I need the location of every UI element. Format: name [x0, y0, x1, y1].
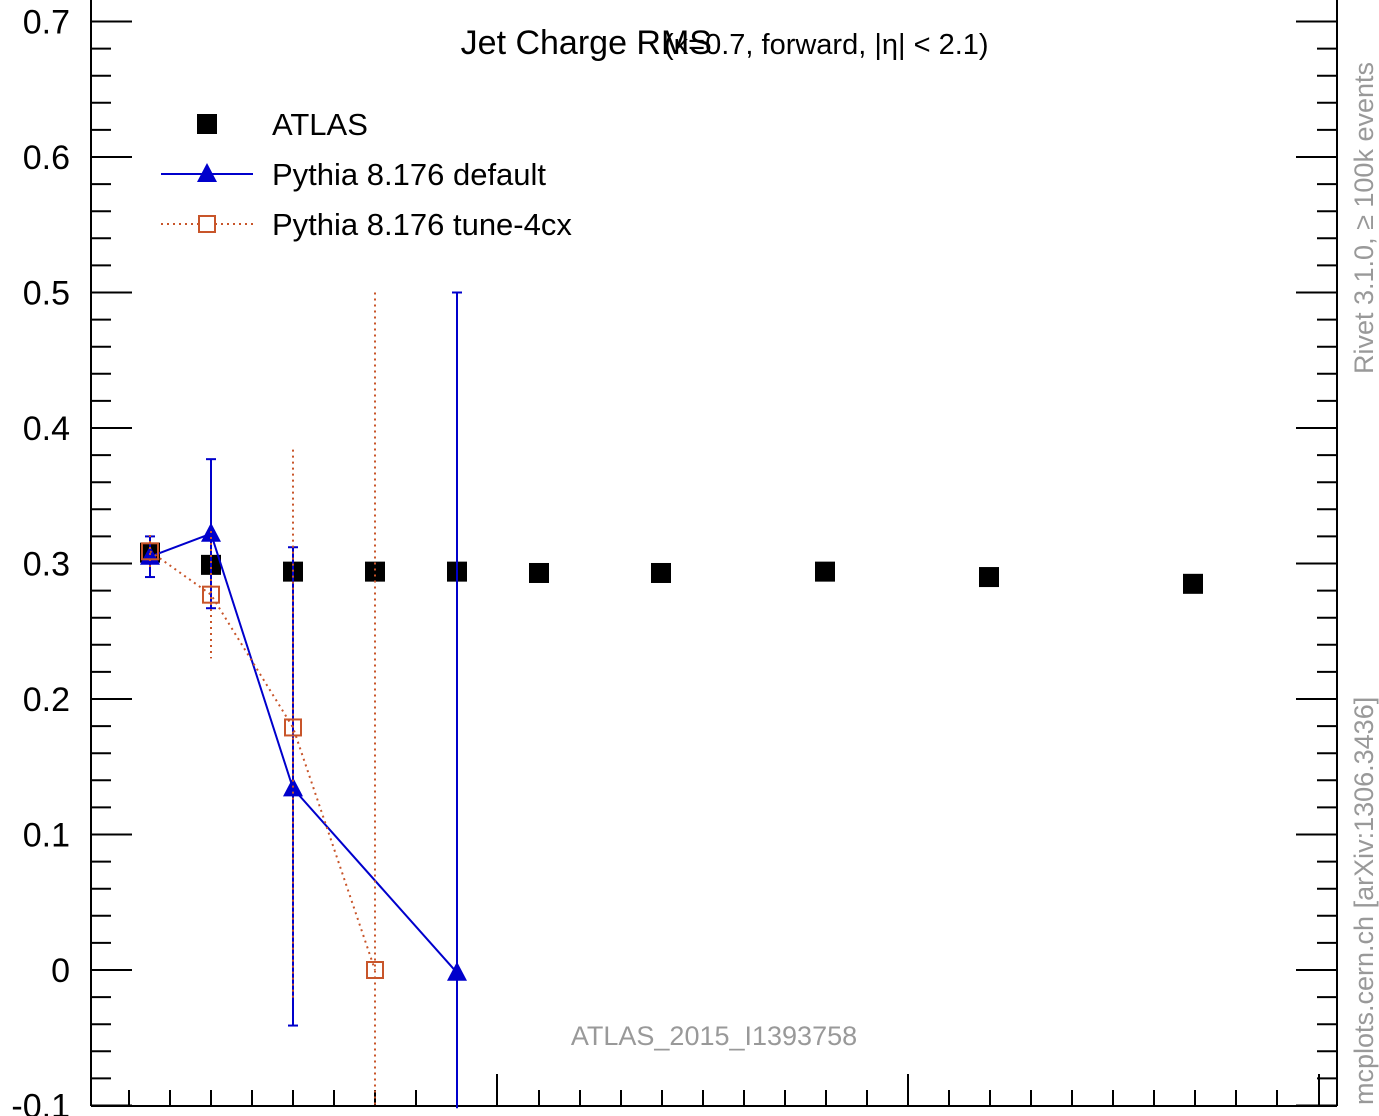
data-point-marker [284, 718, 302, 737]
legend-marker [198, 215, 216, 233]
data-point-marker [202, 585, 220, 604]
data-point-marker [979, 567, 999, 588]
side-label-rivet: Rivet 3.1.0, ≥ 100k events [1349, 62, 1379, 374]
legend-marker [197, 114, 217, 134]
analysis-id-label: ATLAS_2015_I1393758 [571, 1021, 857, 1051]
data-point-marker [651, 562, 671, 583]
axis-ticks: 0.7 0.6 0.5 0.4 0.3 0.2 0.1 0 -0.1 [11, 4, 1337, 1116]
series-line [149, 550, 376, 971]
data-point-marker [1183, 573, 1203, 594]
legend-label: Pythia 8.176 default [272, 157, 546, 192]
y-tick-label: 0.3 [23, 546, 70, 584]
y-tick-label: 0 [51, 952, 70, 990]
data-point-marker [365, 561, 385, 582]
chart-title: Jet Charge RMS [461, 24, 712, 62]
y-tick-label: 0.4 [23, 410, 70, 448]
chart-title-suffix: (κ=0.7, forward, |η| < 2.1) [664, 29, 989, 61]
data-point-marker [815, 561, 835, 582]
data-point-marker [529, 562, 549, 583]
side-label-mcplots: mcplots.cern.ch [arXiv:1306.3436] [1349, 697, 1379, 1105]
legend-marker [197, 163, 217, 182]
series-layer [140, 291, 1203, 1109]
data-point-marker [141, 542, 159, 561]
y-tick-label: 0.1 [23, 817, 70, 855]
data-point-marker [366, 961, 384, 979]
y-tick-label: 0.6 [23, 139, 70, 177]
y-tick-label: -0.1 [11, 1088, 70, 1116]
y-tick-label: 0.5 [23, 275, 70, 313]
legend-label: ATLAS [272, 107, 368, 142]
legend-label: Pythia 8.176 tune-4cx [272, 207, 572, 242]
data-point-marker [447, 961, 467, 981]
axes [90, 0, 1338, 1107]
y-tick-label: 0.7 [23, 4, 70, 42]
y-tick-label: 0.2 [23, 681, 70, 719]
legend: ATLAS Pythia 8.176 default Pythia 8.176 tu… [161, 107, 572, 242]
